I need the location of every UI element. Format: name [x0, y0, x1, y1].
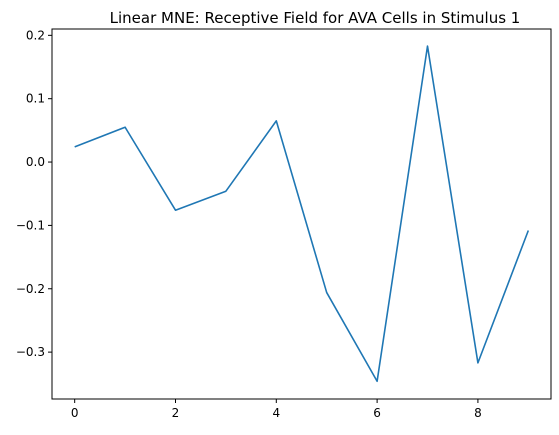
x-tick-label: 6: [373, 406, 381, 420]
y-tick-label: −0.2: [16, 282, 45, 296]
x-tick-label: 8: [474, 406, 482, 420]
x-tick-label: 0: [71, 406, 79, 420]
y-tick-label: 0.1: [26, 92, 45, 106]
x-tick-label: 2: [172, 406, 180, 420]
series-line: [74, 45, 530, 383]
chart-title: Linear MNE: Receptive Field for AVA Cell…: [110, 9, 521, 27]
y-tick-label: −0.3: [16, 345, 45, 359]
x-tick-label: 4: [272, 406, 280, 420]
y-tick-label: 0.2: [26, 28, 45, 42]
y-tick-label: −0.1: [16, 218, 45, 232]
series-layer: [74, 45, 530, 383]
plot-frame: [51, 28, 552, 400]
axis-ticks: 0 2 4 6 8 0.2 0.1 0.0 −0.1 −0.2 −0.3: [16, 28, 482, 420]
y-tick-label: 0.0: [26, 155, 45, 169]
